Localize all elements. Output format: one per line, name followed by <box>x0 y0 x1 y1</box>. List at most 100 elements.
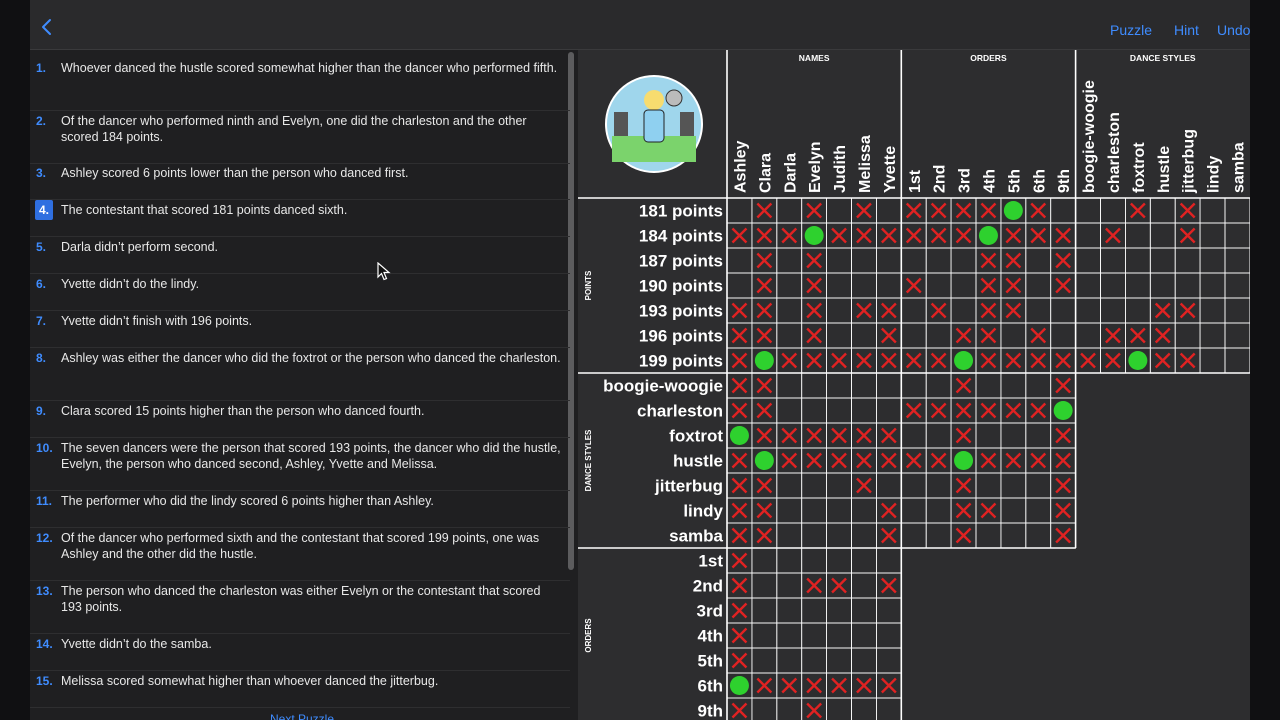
grid-cell[interactable] <box>1224 297 1250 324</box>
grid-cell[interactable] <box>751 622 778 649</box>
grid-cell[interactable] <box>826 197 852 224</box>
grid-cell[interactable] <box>875 197 902 224</box>
grid-cell[interactable] <box>900 372 927 399</box>
grid-cell[interactable] <box>826 697 852 720</box>
grid-cell[interactable] <box>776 247 803 274</box>
clue-item[interactable]: 11. The performer who did the lindy score… <box>30 491 570 528</box>
grid-cell[interactable] <box>851 647 877 674</box>
grid-cell[interactable] <box>1199 247 1226 274</box>
grid-cell[interactable] <box>950 297 977 324</box>
grid-cell[interactable] <box>1174 247 1201 274</box>
grid-cell[interactable] <box>726 247 753 274</box>
grid-cell[interactable] <box>826 372 852 399</box>
grid-cell[interactable] <box>826 522 852 549</box>
grid-cell[interactable] <box>1199 197 1226 224</box>
grid-cell[interactable] <box>851 572 877 599</box>
grid-cell[interactable] <box>925 247 952 274</box>
clue-item[interactable]: 8. Ashley was either the dancer who did t… <box>30 348 570 401</box>
clues-scrollbar[interactable] <box>568 52 574 570</box>
grid-cell[interactable] <box>801 472 827 499</box>
grid-cell[interactable] <box>875 647 902 674</box>
grid-cell[interactable] <box>1174 322 1201 349</box>
grid-cell[interactable] <box>975 372 1002 399</box>
grid-cell[interactable] <box>776 697 803 720</box>
grid-cell[interactable] <box>851 497 877 524</box>
grid-cell[interactable] <box>1025 372 1052 399</box>
grid-cell[interactable] <box>826 647 852 674</box>
grid-cell[interactable] <box>1000 472 1027 499</box>
grid-cell[interactable] <box>1100 197 1126 224</box>
grid-cell[interactable] <box>1149 222 1176 249</box>
grid-cell[interactable] <box>826 622 852 649</box>
clue-item[interactable]: 2. Of the dancer who performed ninth and … <box>30 111 570 164</box>
grid-cell[interactable] <box>1100 272 1126 299</box>
grid-cell[interactable] <box>751 697 778 720</box>
undo-button[interactable]: Undo <box>1217 22 1250 38</box>
grid-cell[interactable] <box>826 472 852 499</box>
grid-cell[interactable] <box>1075 247 1101 274</box>
grid-cell[interactable] <box>851 622 877 649</box>
clue-item[interactable]: 3. Ashley scored 6 points lower than the … <box>30 163 570 200</box>
grid-cell[interactable] <box>900 297 927 324</box>
grid-cell[interactable] <box>1050 322 1077 349</box>
grid-cell[interactable] <box>1199 322 1226 349</box>
grid-cell[interactable] <box>1050 197 1077 224</box>
grid-cell[interactable] <box>1125 272 1151 299</box>
grid-cell[interactable] <box>826 497 852 524</box>
grid-cell[interactable] <box>726 197 753 224</box>
grid-cell[interactable] <box>776 522 803 549</box>
grid-cell[interactable] <box>1000 422 1027 449</box>
clue-item[interactable]: 10. The seven dancers were the person tha… <box>30 438 570 491</box>
grid-cell[interactable] <box>1224 222 1250 249</box>
grid-cell[interactable] <box>1075 222 1101 249</box>
grid-cell[interactable] <box>776 372 803 399</box>
grid-cell[interactable] <box>826 547 852 574</box>
grid-cell[interactable] <box>751 547 778 574</box>
grid-cell[interactable] <box>776 197 803 224</box>
grid-cell[interactable] <box>751 597 778 624</box>
grid-cell[interactable] <box>900 247 927 274</box>
grid-cell[interactable] <box>875 547 902 574</box>
grid-cell[interactable] <box>900 422 927 449</box>
grid-cell[interactable] <box>1000 497 1027 524</box>
grid-cell[interactable] <box>1050 297 1077 324</box>
grid-cell[interactable] <box>776 597 803 624</box>
grid-cell[interactable] <box>1075 272 1101 299</box>
back-chevron-icon[interactable] <box>36 16 58 38</box>
grid-cell[interactable] <box>975 422 1002 449</box>
grid-cell[interactable] <box>826 597 852 624</box>
grid-cell[interactable] <box>776 547 803 574</box>
grid-cell[interactable] <box>875 697 902 720</box>
grid-cell[interactable] <box>1125 297 1151 324</box>
grid-cell[interactable] <box>875 247 902 274</box>
grid-cell[interactable] <box>900 497 927 524</box>
grid-cell[interactable] <box>1025 297 1052 324</box>
grid-cell[interactable] <box>801 372 827 399</box>
grid-cell[interactable] <box>801 622 827 649</box>
grid-cell[interactable] <box>826 272 852 299</box>
grid-cell[interactable] <box>826 247 852 274</box>
grid-cell[interactable] <box>1000 322 1027 349</box>
grid-cell[interactable] <box>950 247 977 274</box>
grid-cell[interactable] <box>851 247 877 274</box>
next-puzzle-link[interactable]: Next Puzzle <box>270 712 335 720</box>
grid-cell[interactable] <box>1075 297 1101 324</box>
grid-cell[interactable] <box>826 297 852 324</box>
grid-cell[interactable] <box>851 697 877 720</box>
grid-cell[interactable] <box>776 572 803 599</box>
grid-cell[interactable] <box>875 597 902 624</box>
grid-cell[interactable] <box>1149 247 1176 274</box>
grid-cell[interactable] <box>776 647 803 674</box>
grid-cell[interactable] <box>826 322 852 349</box>
grid-cell[interactable] <box>776 622 803 649</box>
grid-cell[interactable] <box>726 272 753 299</box>
grid-cell[interactable] <box>925 522 952 549</box>
grid-cell[interactable] <box>975 472 1002 499</box>
grid-cell[interactable] <box>875 472 902 499</box>
grid-cell[interactable] <box>975 522 1002 549</box>
grid-cell[interactable] <box>851 372 877 399</box>
clue-item[interactable]: 7. Yvette didn’t finish with 196 points. <box>30 311 570 348</box>
grid-cell[interactable] <box>1224 347 1250 374</box>
grid-cell[interactable] <box>875 372 902 399</box>
grid-cell[interactable] <box>776 322 803 349</box>
